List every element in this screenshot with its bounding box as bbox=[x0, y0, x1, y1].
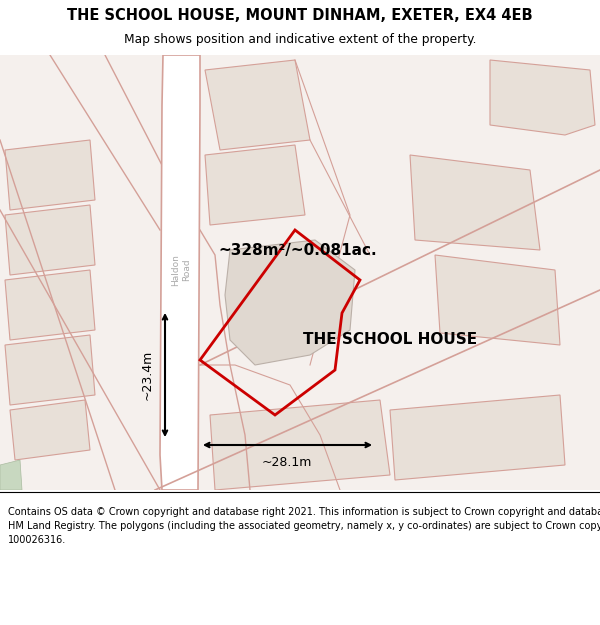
Polygon shape bbox=[410, 155, 540, 250]
Polygon shape bbox=[490, 60, 595, 135]
Polygon shape bbox=[10, 400, 90, 460]
Polygon shape bbox=[5, 270, 95, 340]
Text: Haldon
Road: Haldon Road bbox=[172, 254, 191, 286]
Text: ~28.1m: ~28.1m bbox=[262, 456, 312, 469]
Text: THE SCHOOL HOUSE, MOUNT DINHAM, EXETER, EX4 4EB: THE SCHOOL HOUSE, MOUNT DINHAM, EXETER, … bbox=[67, 8, 533, 22]
Polygon shape bbox=[5, 205, 95, 275]
Polygon shape bbox=[5, 335, 95, 405]
Polygon shape bbox=[390, 395, 565, 480]
Text: Map shows position and indicative extent of the property.: Map shows position and indicative extent… bbox=[124, 34, 476, 46]
Polygon shape bbox=[225, 240, 355, 365]
Polygon shape bbox=[435, 255, 560, 345]
Polygon shape bbox=[205, 145, 305, 225]
Text: ~23.4m: ~23.4m bbox=[140, 350, 154, 400]
Text: ~328m²/~0.081ac.: ~328m²/~0.081ac. bbox=[218, 242, 377, 258]
Polygon shape bbox=[210, 400, 390, 490]
Text: THE SCHOOL HOUSE: THE SCHOOL HOUSE bbox=[303, 332, 477, 348]
Text: Contains OS data © Crown copyright and database right 2021. This information is : Contains OS data © Crown copyright and d… bbox=[8, 507, 600, 545]
Polygon shape bbox=[0, 460, 22, 490]
Polygon shape bbox=[160, 55, 200, 490]
Polygon shape bbox=[205, 60, 310, 150]
Polygon shape bbox=[5, 140, 95, 210]
